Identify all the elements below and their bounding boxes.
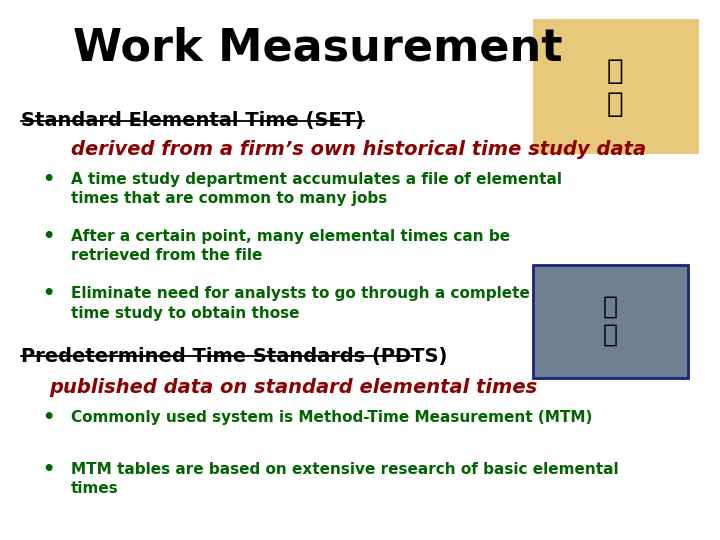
FancyBboxPatch shape (533, 265, 688, 379)
Text: 👩
🧵: 👩 🧵 (607, 57, 624, 118)
Text: MTM tables are based on extensive research of basic elemental
times: MTM tables are based on extensive resear… (71, 462, 618, 496)
Text: •: • (42, 170, 55, 189)
Text: •: • (42, 408, 55, 427)
Text: Standard Elemental Time (SET): Standard Elemental Time (SET) (22, 111, 364, 130)
Text: After a certain point, many elemental times can be
retrieved from the file: After a certain point, many elemental ti… (71, 230, 510, 264)
Text: 🕐
🧑: 🕐 🧑 (603, 294, 618, 346)
Text: published data on standard elemental times: published data on standard elemental tim… (50, 379, 538, 397)
FancyBboxPatch shape (533, 18, 698, 153)
Text: derived from a firm’s own historical time study data: derived from a firm’s own historical tim… (71, 140, 646, 159)
Text: •: • (42, 460, 55, 479)
Text: A time study department accumulates a file of elemental
times that are common to: A time study department accumulates a fi… (71, 172, 562, 206)
Text: •: • (42, 284, 55, 303)
Text: Predetermined Time Standards (PDTS): Predetermined Time Standards (PDTS) (22, 347, 448, 366)
Text: Commonly used system is Method-Time Measurement (MTM): Commonly used system is Method-Time Meas… (71, 410, 592, 425)
Text: Eliminate need for analysts to go through a complete
time study to obtain those: Eliminate need for analysts to go throug… (71, 286, 530, 321)
Text: Work Measurement: Work Measurement (73, 26, 562, 70)
Text: •: • (42, 227, 55, 246)
